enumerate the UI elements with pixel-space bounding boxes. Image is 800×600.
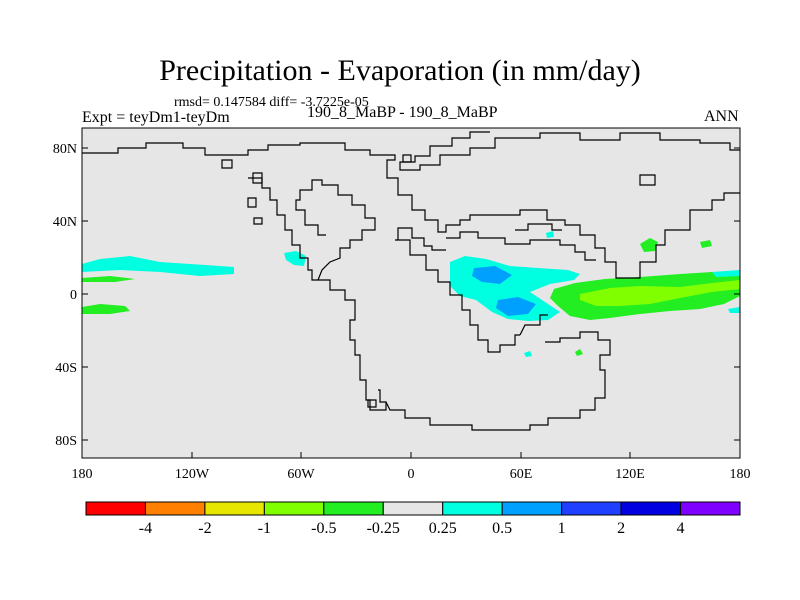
colorbar-label-4: -0.25 <box>367 520 400 537</box>
lat-label-40s: 40S <box>55 361 77 376</box>
coastline-asia-south <box>545 331 590 343</box>
colorbar-label-7: 1 <box>558 520 566 537</box>
island-2 <box>252 172 263 184</box>
colorbar-box-10 <box>680 501 741 516</box>
colorbar-box-3 <box>263 501 325 516</box>
colorbar-label-1: -2 <box>198 520 211 537</box>
lon-axis <box>81 452 741 458</box>
coastline-black-sea <box>515 223 562 231</box>
colorbar-label-9: 4 <box>677 520 685 537</box>
colorbar-box-8 <box>561 501 622 516</box>
lat-label-0: 0 <box>70 288 77 303</box>
field-lightgreen-indian <box>580 280 740 306</box>
island-4 <box>253 217 263 225</box>
field-green-pacific <box>700 240 712 248</box>
coastline-asia-east <box>519 314 548 336</box>
colorbar-label-6: 0.5 <box>492 520 512 537</box>
colorbar-box-5 <box>382 501 444 516</box>
lon-label-180e: 180 <box>730 467 751 482</box>
field-cyan-east-small <box>728 307 740 313</box>
lon-label-180w: 180 <box>72 467 93 482</box>
lat-label-80n: 80N <box>53 142 77 157</box>
season-label: ANN <box>704 108 739 125</box>
colorbar-label-3: -0.5 <box>311 520 336 537</box>
lon-label-120w: 120W <box>175 467 210 482</box>
island-1 <box>221 159 233 169</box>
colorbar-label-8: 2 <box>617 520 625 537</box>
stats-line: rmsd= 0.147584 diff= -3.7225e-05 <box>174 95 369 110</box>
coastline-south-america-east <box>295 179 376 281</box>
field-cyan-south-1 <box>524 351 532 357</box>
coastline-south-america <box>318 279 387 411</box>
colorbar-box-6 <box>442 501 503 516</box>
lon-label-0: 0 <box>408 467 415 482</box>
field-blue-africa-1 <box>472 266 512 284</box>
colorbar: -4 -2 -1 -0.5 -0.25 0.25 0.5 1 2 4 <box>85 501 741 537</box>
field-blue-africa-2 <box>496 297 536 316</box>
colorbar-box-2 <box>204 501 265 516</box>
coastline-southern-ocean <box>385 331 611 431</box>
island-7 <box>639 174 656 186</box>
island-6 <box>367 399 377 408</box>
lon-label-60e: 60E <box>510 467 533 482</box>
field-cyan-caspian <box>546 231 554 238</box>
anomaly-fields <box>82 231 740 357</box>
field-green-west-2 <box>82 304 130 314</box>
coastline-med <box>397 227 446 251</box>
colorbar-box-7 <box>501 501 563 516</box>
lon-label-60w: 60W <box>287 467 315 482</box>
lon-label-120e: 120E <box>615 467 645 482</box>
colorbar-label-5: 0.25 <box>429 520 457 537</box>
coastlines <box>82 131 740 431</box>
cases-label: 190_8_MaBP - 190_8_MaBP <box>307 104 498 121</box>
coastline-north-top <box>399 131 740 171</box>
plot-title: Precipitation - Evaporation (in mm/day) <box>159 54 641 87</box>
colorbar-label-0: -4 <box>139 520 152 537</box>
colorbar-label-2: -1 <box>258 520 271 537</box>
field-green-asia <box>640 238 658 252</box>
lat-label-40n: 40N <box>53 215 77 230</box>
lat-axis <box>82 147 740 441</box>
colorbar-box-9 <box>620 501 682 516</box>
island-3 <box>247 197 257 208</box>
coastline-africa <box>395 239 520 353</box>
coastline-inland-sea <box>446 231 596 261</box>
field-green-south-1 <box>575 349 583 356</box>
field-cyan-west-band <box>82 256 234 276</box>
coastline-main <box>82 142 740 279</box>
experiment-label: Expt = teyDm1-teyDm <box>82 109 230 126</box>
colorbar-box-1 <box>144 501 206 516</box>
lat-label-80s: 80S <box>55 434 77 449</box>
coastline-americas-west <box>248 177 318 281</box>
colorbar-box-4 <box>323 501 384 516</box>
island-5 <box>402 154 412 163</box>
field-green-west-1 <box>82 276 135 282</box>
field-cyan-indian-edge <box>712 270 740 277</box>
colorbar-box-0 <box>85 501 146 516</box>
